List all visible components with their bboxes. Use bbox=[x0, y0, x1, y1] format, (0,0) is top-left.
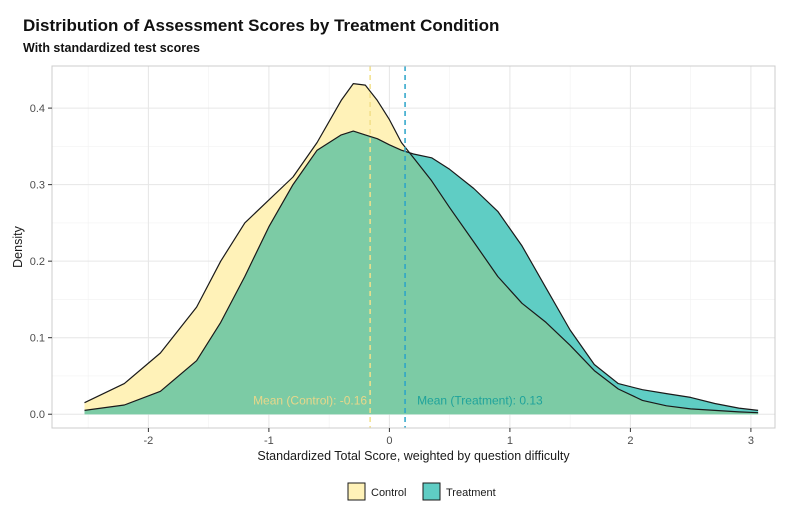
legend-swatch-treatment bbox=[422, 482, 441, 501]
y-tick-label: 0.1 bbox=[30, 333, 45, 345]
panel-border bbox=[51, 65, 776, 429]
x-tick-label: -1 bbox=[264, 435, 274, 447]
y-axis-title: Density bbox=[11, 225, 25, 267]
treatment-mean-annotation: Mean (Treatment): 0.13 bbox=[417, 393, 543, 407]
legend-swatch-control bbox=[347, 482, 366, 501]
x-tick-label: -2 bbox=[144, 435, 154, 447]
y-tick-label: 0.2 bbox=[30, 256, 45, 268]
legend-label-control: Control bbox=[371, 487, 406, 499]
x-tick-label: 2 bbox=[627, 435, 633, 447]
y-tick-label: 0.4 bbox=[30, 103, 45, 115]
legend-label-treatment: Treatment bbox=[446, 487, 496, 499]
treatment-density-outline bbox=[84, 130, 759, 411]
x-tick-label: 0 bbox=[386, 435, 392, 447]
control-density-outline bbox=[84, 83, 759, 414]
control-mean-annotation: Mean (Control): -0.16 bbox=[253, 393, 367, 407]
overlap-density-area bbox=[84, 131, 759, 415]
x-tick-label: 3 bbox=[748, 435, 754, 447]
chart-title: Distribution of Assessment Scores by Tre… bbox=[23, 16, 500, 35]
x-tick-label: 1 bbox=[507, 435, 513, 447]
y-tick-label: 0.3 bbox=[30, 180, 45, 192]
x-axis-title: Standardized Total Score, weighted by qu… bbox=[257, 449, 570, 463]
chart-subtitle: With standardized test scores bbox=[23, 41, 201, 55]
y-tick-label: 0.0 bbox=[30, 409, 45, 421]
